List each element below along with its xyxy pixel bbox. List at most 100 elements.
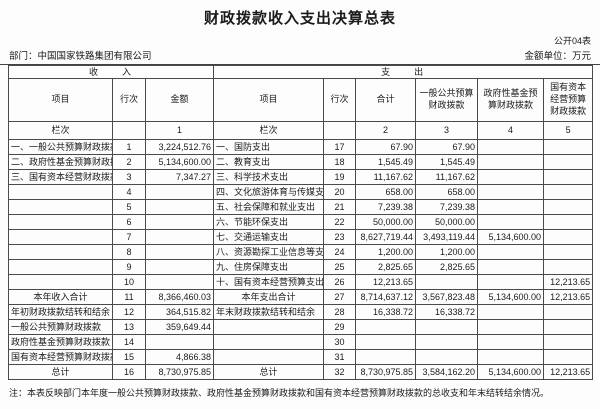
- expense-line-cell: 20: [323, 184, 357, 200]
- income-section-header: 收 入: [7, 65, 215, 79]
- department-label: 部门：中国国家铁路集团有限公司: [9, 51, 152, 62]
- fiscal-table: 收 入 支 出 项目 行次 金额 项目 行次 合计 一般公共预算财政拨款 政府性…: [7, 65, 594, 380]
- general-budget-cell: 3,584,162.20: [415, 364, 479, 380]
- gov-fund-cell: 5,134,600.00: [477, 229, 545, 245]
- expense-section-header: 支 出: [213, 65, 594, 79]
- expense-line-cell: 31: [323, 349, 357, 365]
- income-line-cell: 11: [112, 289, 146, 305]
- expense-item-cell: 六、节能环保支出: [213, 214, 325, 230]
- expense-line-cell: 22: [323, 214, 357, 230]
- gov-fund-cell: [477, 154, 545, 170]
- total-cell: [355, 319, 417, 335]
- gov-fund-cell: [477, 214, 545, 230]
- col-header-income-item: 项目: [8, 78, 113, 122]
- table-row: 一、一般公共预算财政拨款 1 3,224,512.76 一、国防支出 17 67.90 67…: [8, 139, 594, 155]
- expense-line-cell: 25: [323, 259, 357, 275]
- income-item-cell: 一、一般公共预算财政拨款: [8, 139, 113, 155]
- footnote: 注：本表反映部门本年度一般公共预算财政拨款、政府性基金预算财政拨款和国有资本经营…: [9, 388, 550, 398]
- income-item-cell: 本年收入合计: [8, 289, 113, 305]
- general-budget-cell: 1,200.00: [415, 244, 479, 260]
- total-cell: 2,825.65: [355, 259, 417, 275]
- state-capital-cell: [543, 259, 594, 275]
- col-header-expense-item: 项目: [213, 78, 325, 122]
- state-capital-cell: [543, 244, 594, 260]
- income-amount-cell: 8,730,975.85: [144, 364, 215, 380]
- expense-line-cell: 32: [323, 364, 357, 380]
- table-row: 三、国有资本经营财政拨款 3 7,347.27 三、科学技术支出 19 11,167.62…: [8, 169, 594, 185]
- col-header-income-line: 行次: [112, 78, 146, 122]
- col-header-total: 合计: [355, 78, 417, 122]
- lanci-income-amount: 1: [144, 121, 215, 140]
- expense-line-cell: 21: [323, 199, 357, 215]
- total-cell: 7,239.38: [355, 199, 417, 215]
- unit-label: 金额单位：万元: [524, 51, 591, 62]
- income-line-cell: 12: [112, 304, 146, 320]
- gov-fund-cell: [477, 304, 545, 320]
- total-cell: 658.00: [355, 184, 417, 200]
- income-line-cell: 4: [112, 184, 146, 200]
- state-capital-cell: [543, 319, 594, 335]
- table-row: 政府性基金预算财政拨款 14 30: [8, 334, 594, 350]
- general-budget-cell: [415, 274, 479, 290]
- gov-fund-cell: [477, 334, 545, 350]
- income-amount-cell: [144, 199, 215, 215]
- table-row: 年初财政拨款结转和结余 12 364,515.82 年末财政拨款结转和结余 28 16,3…: [8, 304, 594, 320]
- form-code: 公开04表: [553, 36, 591, 46]
- gov-fund-cell: [477, 169, 545, 185]
- general-budget-cell: 3,567,823.48: [415, 289, 479, 305]
- lanci-gov-fund: 4: [477, 121, 545, 140]
- table-row: 9 九、住房保障支出 25 2,825.65 2,825.65: [8, 259, 594, 275]
- expense-item-cell: 四、文化旅游体育与传媒支出: [213, 184, 325, 200]
- col-header-gov-fund: 政府性基金预算财政拨款: [477, 78, 545, 122]
- total-cell: 1,545.49: [355, 154, 417, 170]
- state-capital-cell: 12,213.65: [543, 364, 594, 380]
- total-cell: 8,730,975.85: [355, 364, 417, 380]
- income-line-cell: 9: [112, 259, 146, 275]
- income-line-cell: 7: [112, 229, 146, 245]
- expense-item-cell: 本年支出合计: [213, 289, 325, 305]
- table-row: 二、政府性基金预算财政拨款25,134,600.00二、教育支出181,545.…: [8, 154, 594, 170]
- table-body: 一、一般公共预算财政拨款 1 3,224,512.76 一、国防支出 17 67.90 67…: [8, 139, 594, 380]
- expense-item-cell: 一、国防支出: [213, 139, 325, 155]
- table-row: 国有资本经营预算财政拨款 15 4,866.38 31: [8, 349, 594, 365]
- income-amount-cell: [144, 214, 215, 230]
- expense-item-cell: 九、住房保障支出: [213, 259, 325, 275]
- expense-line-cell: 29: [323, 319, 357, 335]
- expense-item-cell: 三、科学技术支出: [213, 169, 325, 185]
- col-header-general-budget: 一般公共预算财政拨款: [415, 78, 479, 122]
- income-line-cell: 1: [112, 139, 146, 155]
- table-row: 7 七、交通运输支出 23 8,627,719.44 3,493,119.44 5,134…: [8, 229, 594, 245]
- expense-line-cell: 27: [323, 289, 357, 305]
- col-header-income-amount: 金额: [144, 78, 215, 122]
- gov-fund-cell: [477, 349, 545, 365]
- income-amount-cell: 7,347.27: [144, 169, 215, 185]
- gov-fund-cell: [477, 319, 545, 335]
- table-row: 一般公共预算财政拨款 13 359,649.44 29: [8, 319, 594, 335]
- state-capital-cell: [543, 199, 594, 215]
- expense-line-cell: 26: [323, 274, 357, 290]
- expense-item-cell: 十、国有资本经营预算支出: [213, 274, 325, 290]
- table-row: 5 五、社会保障和就业支出 21 7,239.38 7,239.38: [8, 199, 594, 215]
- income-line-cell: 16: [112, 364, 146, 380]
- income-item-cell: 总计: [8, 364, 113, 380]
- lanci-general-budget: 3: [415, 121, 479, 140]
- income-item-cell: [8, 259, 113, 275]
- general-budget-cell: 67.90: [415, 139, 479, 155]
- expense-item-cell: 五、社会保障和就业支出: [213, 199, 325, 215]
- gov-fund-cell: 5,134,600.00: [477, 364, 545, 380]
- general-budget-cell: [415, 319, 479, 335]
- state-capital-cell: [543, 214, 594, 230]
- gov-fund-cell: [477, 199, 545, 215]
- expense-item-cell: 八、资源勘探工业信息等支出: [213, 244, 325, 260]
- total-cell: [355, 334, 417, 350]
- expense-item-cell: 年末财政拨款结转和结余: [213, 304, 325, 320]
- income-amount-cell: 5,134,600.00: [144, 154, 215, 170]
- state-capital-cell: 12,213.65: [543, 289, 594, 305]
- state-capital-cell: [543, 154, 594, 170]
- expense-item-cell: 七、交通运输支出: [213, 229, 325, 245]
- lanci-total: 2: [355, 121, 417, 140]
- state-capital-cell: [543, 229, 594, 245]
- lanci-state-capital: 5: [543, 121, 594, 140]
- income-item-cell: 二、政府性基金预算财政拨款: [8, 154, 113, 170]
- lanci-income-line: [112, 121, 146, 140]
